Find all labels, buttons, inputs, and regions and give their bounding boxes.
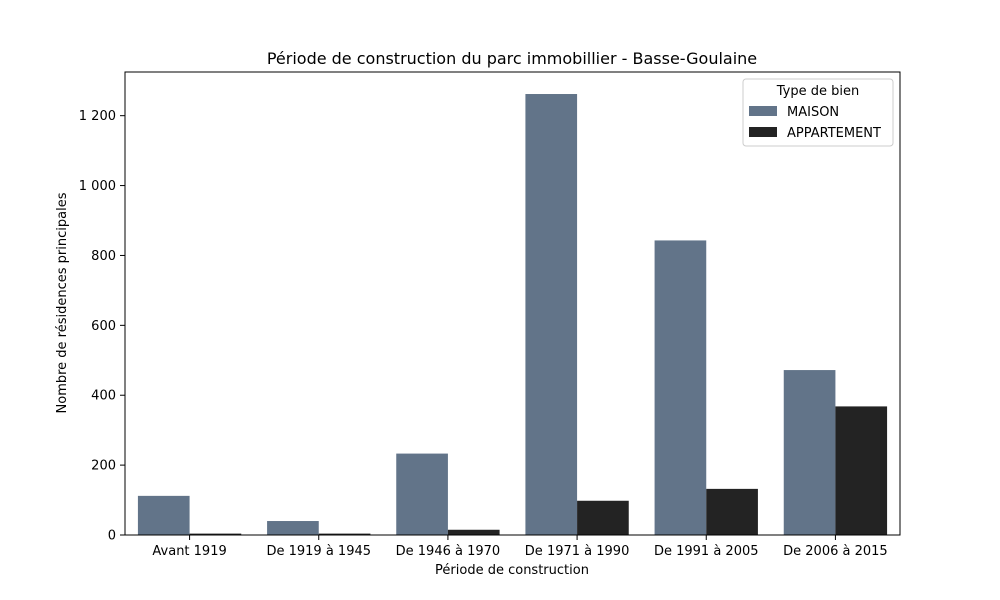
legend-label-maison: MAISON <box>787 105 839 120</box>
bar-appartement-5 <box>706 488 758 535</box>
y-tick-label: 200 <box>91 459 116 474</box>
plot-area: 0 200 400 600 800 1 000 1 200 Avant 1919 De 1919… <box>79 71 901 559</box>
chart-title: Période de construction du parc immobill… <box>267 49 757 68</box>
x-tick-label: De 2006 à 2015 <box>783 544 888 559</box>
x-tick-label: De 1919 à 1945 <box>266 544 371 559</box>
x-axis-label: Période de construction <box>435 563 589 578</box>
legend-swatch-appartement <box>749 127 777 137</box>
x-tick-label: De 1946 à 1970 <box>396 544 501 559</box>
bar-maison-4 <box>525 94 578 535</box>
y-tick-label: 1 000 <box>79 179 116 194</box>
bar-appartement-1 <box>189 533 242 535</box>
legend-title: Type de bien <box>776 84 859 99</box>
bar-appartement-3 <box>447 529 500 535</box>
legend: Type de bien MAISON APPARTEMENT <box>742 78 894 147</box>
y-tick-label: 600 <box>91 319 116 334</box>
y-tick-label: 400 <box>91 389 116 404</box>
bar-appartement-4 <box>577 500 629 535</box>
bar-maison-5 <box>654 240 707 535</box>
x-tick-label: De 1971 à 1990 <box>525 544 630 559</box>
bar-maison-1 <box>137 495 190 535</box>
bar-appartement-6 <box>835 406 888 535</box>
y-tick-label: 800 <box>91 249 116 264</box>
y-tick-label: 1 200 <box>79 109 116 124</box>
bar-maison-6 <box>783 370 836 535</box>
y-axis-label: Nombre de résidences principales <box>55 192 70 413</box>
bar-appartement-2 <box>318 533 371 535</box>
x-tick-label: Avant 1919 <box>152 544 226 559</box>
bar-maison-3 <box>396 453 448 535</box>
legend-label-appartement: APPARTEMENT <box>787 126 881 141</box>
x-tick-label: De 1991 à 2005 <box>654 544 759 559</box>
bar-maison-2 <box>267 521 319 535</box>
y-tick-label: 0 <box>108 529 116 544</box>
plot-frame <box>124 71 901 536</box>
legend-box <box>742 78 894 147</box>
legend-swatch-maison <box>749 106 777 116</box>
